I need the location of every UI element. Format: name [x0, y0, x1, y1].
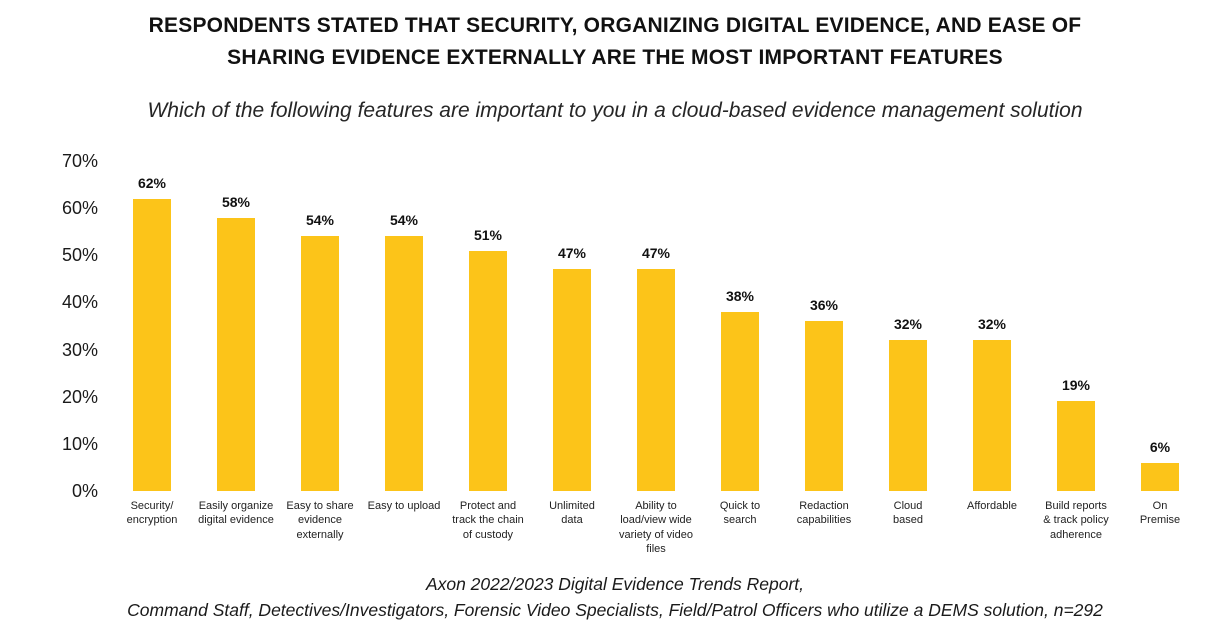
plot-area: 62% 58% 54% 54% 51% 47% 47% 38% 36% 32% 32% 19% 6% — [110, 161, 1202, 491]
bar-chart: 0% 10% 20% 30% 40% 50% 60% 70% 62% 58% 54% 54% 51% 4… — [0, 152, 1230, 556]
bar-value-label: 54% — [389, 212, 419, 229]
bar-value-label: 36% — [809, 297, 839, 314]
bar — [721, 311, 759, 491]
bar — [637, 269, 675, 491]
y-axis: 0% 10% 20% 30% 40% 50% 60% 70% — [38, 152, 110, 500]
bar-category-label: Security/ encryption — [126, 500, 178, 527]
bar-value-label: 47% — [641, 245, 671, 262]
bar — [469, 250, 507, 491]
bar-value-label: 58% — [221, 193, 251, 210]
bar-value-label: 32% — [977, 316, 1007, 333]
chart-title: RESPONDENTS STATED THAT SECURITY, ORGANI… — [148, 14, 1082, 69]
bar-value-label: 47% — [557, 245, 587, 262]
y-axis-tick-label: 50% — [61, 245, 98, 266]
bar-category-label: Easy to share evidence externally — [286, 500, 354, 541]
bar — [217, 217, 255, 491]
bar-value-label: 19% — [1061, 377, 1091, 394]
y-axis-tick-label: 10% — [61, 433, 98, 454]
bar-column: 47% — [530, 161, 614, 491]
bar — [133, 198, 171, 491]
y-axis-tick-label: 40% — [61, 292, 98, 313]
y-axis-tick-label: 60% — [61, 198, 98, 219]
bar-value-label: 38% — [725, 287, 755, 304]
y-axis-tick-label: 20% — [61, 386, 98, 407]
y-axis-tick-label: 0% — [71, 481, 98, 501]
bar-column: 54% — [278, 161, 362, 491]
bar-value-label: 54% — [305, 212, 335, 229]
bar-column: 62% — [110, 161, 194, 491]
source-line-2: Command Staff, Detectives/Investigators,… — [127, 599, 1103, 620]
bar — [973, 340, 1011, 491]
bar-column: 47% — [614, 161, 698, 491]
category-row: Security/ encryption Easily organize digi… — [110, 499, 1202, 556]
plot-wrap: 62% 58% 54% 54% 51% 47% 47% 38% 36% 32% 32% 19% 6% S… — [110, 161, 1202, 556]
bar — [301, 236, 339, 491]
bar-category-label: Unlimited data — [549, 500, 595, 527]
source-line-1: Axon 2022/2023 Digital Evidence Trends R… — [425, 574, 805, 595]
chart-subtitle: Which of the following features are impo… — [147, 99, 1083, 122]
bar-category-label: Cloud based — [893, 500, 923, 527]
bar-category-label: Easily organize digital evidence — [198, 500, 274, 527]
bar-category-label: Easy to upload — [367, 500, 441, 512]
bar — [385, 236, 423, 491]
bar-category-label: Redaction capabilities — [796, 500, 852, 527]
bar-category-label: Ability to load/view wide variety of vid… — [619, 500, 693, 555]
bar-value-label: 51% — [473, 226, 503, 243]
bar-category-label: On Premise — [1139, 500, 1181, 527]
bar-category-label: Quick to search — [719, 500, 761, 527]
bar-column: 6% — [1118, 161, 1202, 491]
y-axis-tick-label: 30% — [61, 339, 98, 360]
bar — [805, 321, 843, 491]
bar-column: 19% — [1034, 161, 1118, 491]
source-note: Axon 2022/2023 Digital Evidence Trends R… — [0, 572, 1230, 623]
bar-column: 51% — [446, 161, 530, 491]
y-axis-tick-label: 70% — [61, 151, 98, 171]
bar-column: 58% — [194, 161, 278, 491]
bar-category-label: Build reports & track policy adherence — [1043, 500, 1109, 541]
bar-column: 32% — [950, 161, 1034, 491]
bar — [1141, 462, 1179, 491]
bar — [553, 269, 591, 491]
bar-column: 32% — [866, 161, 950, 491]
bar-column: 54% — [362, 161, 446, 491]
bar — [1057, 401, 1095, 491]
bar-column: 36% — [782, 161, 866, 491]
bar-category-label: Affordable — [967, 500, 1017, 512]
bar-column: 38% — [698, 161, 782, 491]
bar-value-label: 6% — [1149, 438, 1171, 455]
bar-value-label: 32% — [893, 316, 923, 333]
bar-category-label: Protect and track the chain of custody — [452, 500, 524, 541]
bar — [889, 340, 927, 491]
bar-value-label: 62% — [137, 174, 167, 191]
